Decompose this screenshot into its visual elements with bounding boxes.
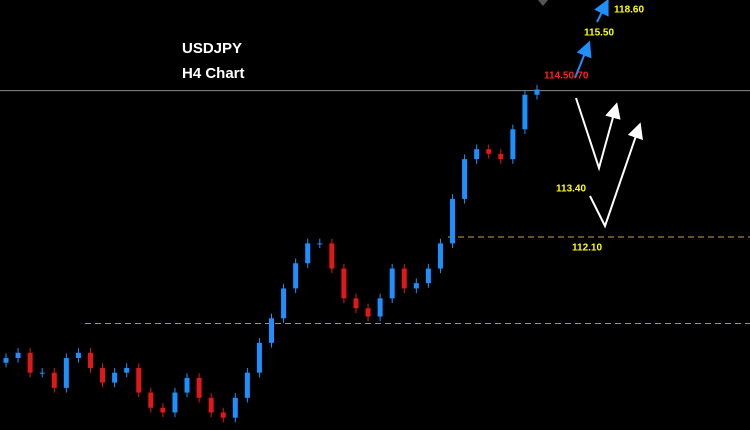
candle-body	[208, 397, 214, 413]
candle-body	[39, 372, 45, 374]
candle-body	[244, 372, 250, 398]
candle-body	[172, 392, 178, 413]
candle-body	[232, 397, 238, 418]
candle-body	[413, 283, 419, 289]
candle-body	[474, 149, 480, 160]
candle-body	[317, 243, 323, 245]
candle-body	[196, 377, 202, 398]
candle-body	[148, 392, 154, 408]
candle-body	[522, 94, 528, 130]
candle-body	[329, 243, 335, 269]
annotation: 114.50-70	[544, 71, 589, 82]
candle-body	[124, 367, 130, 373]
annotations: 118.60 115.50 114.50-70 113.40 112.10	[544, 5, 644, 254]
candle-body	[87, 352, 93, 368]
chart-subtitle: H4 Chart	[182, 65, 245, 82]
candle-body	[462, 159, 468, 199]
candle-body	[15, 352, 21, 359]
levels	[0, 90, 750, 325]
candle-body	[534, 89, 540, 95]
candle-body	[341, 268, 347, 299]
candles	[3, 84, 540, 423]
candle-body	[437, 243, 443, 269]
candle-body	[425, 268, 431, 284]
candle-body	[269, 318, 274, 343]
candle-body	[365, 308, 371, 317]
annotation: 113.40	[556, 184, 586, 195]
candle-body	[75, 352, 81, 359]
candle-body	[377, 298, 383, 317]
candle-body	[63, 358, 69, 388]
candle-body	[510, 129, 516, 160]
annotation: 118.60	[614, 5, 644, 16]
candle-body	[3, 358, 9, 363]
scroll-marker	[538, 0, 548, 6]
candle-body	[498, 153, 504, 160]
annotation: 112.10	[572, 243, 602, 254]
candle-body	[220, 412, 226, 418]
projection-arrow	[589, 122, 643, 229]
candle-body	[160, 407, 166, 413]
candle-body	[486, 149, 492, 154]
annotation: 115.50	[584, 28, 614, 39]
candle-body	[293, 263, 299, 289]
candle-body	[136, 367, 142, 393]
candle-body	[51, 372, 57, 388]
candle-body	[401, 268, 407, 289]
candle-body	[389, 268, 395, 299]
target-arrow	[594, 0, 609, 23]
projection-arrow	[575, 97, 621, 172]
target-arrow	[574, 40, 592, 79]
candle-body	[184, 377, 190, 393]
candle-body	[112, 372, 118, 383]
chart-title: USDJPY	[182, 40, 242, 57]
candle-body	[353, 298, 359, 309]
candle-body	[450, 198, 456, 244]
candle-body	[256, 342, 262, 373]
candle-body	[281, 288, 287, 319]
candle-body	[100, 367, 106, 383]
candle-body	[305, 243, 311, 264]
candle-body	[27, 352, 33, 373]
